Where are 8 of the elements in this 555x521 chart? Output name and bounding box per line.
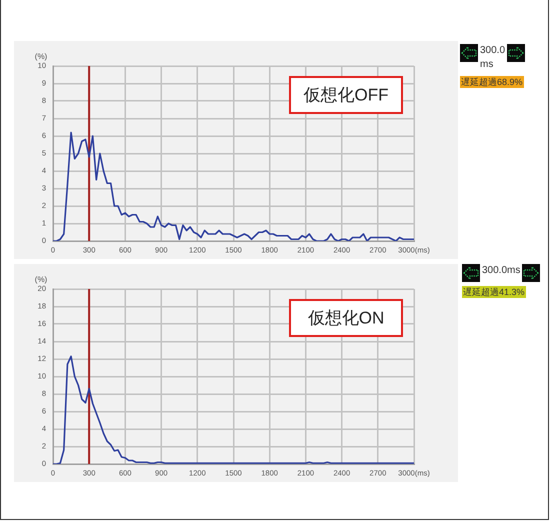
annotation: 仮想化ON [306,308,384,328]
text: 遅延超過68.9% [460,76,524,88]
text: 遅延超過41.3% [462,286,526,298]
y-axis-title: (%) [34,275,48,284]
y-axis-title: (%) [34,52,48,61]
annotation: 仮想化OFF [302,86,388,105]
text: 300.0 ms [480,44,506,72]
text: 300.0ms [482,264,520,278]
